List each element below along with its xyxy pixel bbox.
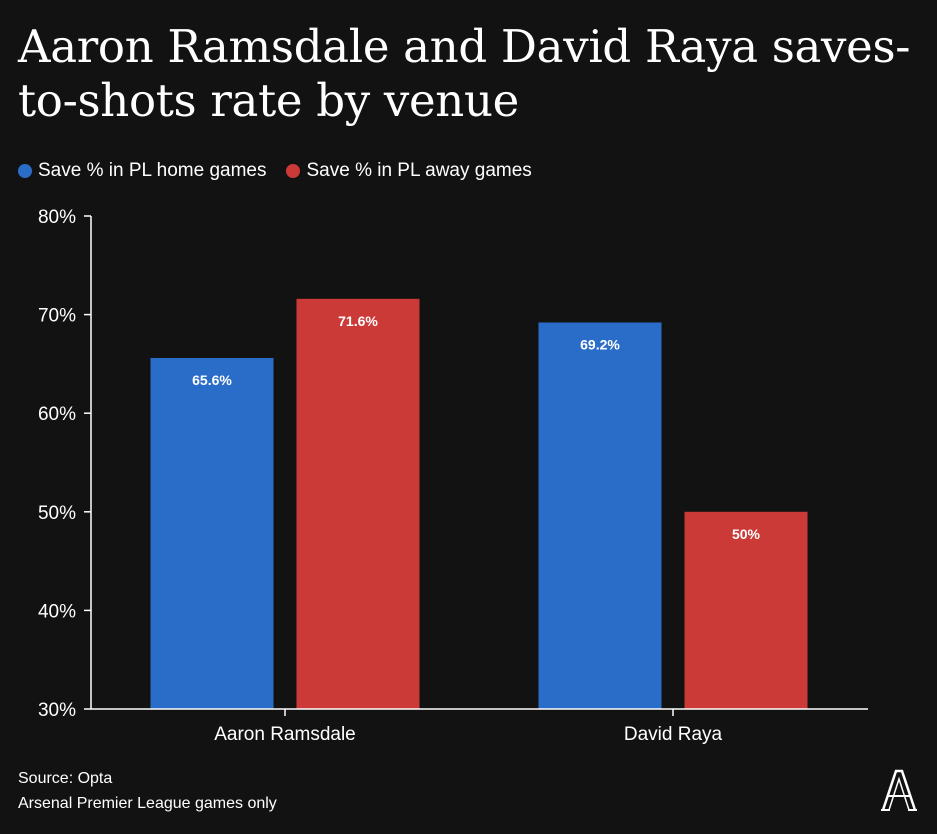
y-tick-label: 80% (38, 207, 76, 228)
legend: Save % in PL home games Save % in PL awa… (18, 158, 552, 184)
x-tick-label: Aaron Ramsdale (214, 724, 356, 745)
footnote: Arsenal Premier League games only (18, 795, 277, 812)
y-tick-label: 50% (38, 503, 76, 524)
bar-value-label: 50% (732, 526, 761, 542)
legend-item-home: Save % in PL home games (18, 160, 266, 182)
x-tick-label: David Raya (624, 724, 723, 745)
y-tick-label: 70% (38, 306, 76, 327)
legend-label-away: Save % in PL away games (306, 160, 532, 181)
bar (684, 511, 808, 709)
legend-swatch-away (286, 164, 301, 178)
chart-title: Aaron Ramsdale and David Raya saves-to-s… (18, 20, 911, 127)
y-tick-label: 40% (38, 601, 76, 622)
legend-label-home: Save % in PL home games (38, 160, 267, 181)
legend-item-away: Save % in PL away games (286, 160, 532, 182)
bar-value-label: 69.2% (580, 336, 620, 352)
bar (538, 322, 662, 709)
bar (150, 357, 274, 709)
source-note: Source: Opta (18, 770, 113, 787)
bar-chart: 30% 40% 50% 60% 70% 80% 65.6% 71.6% Aaron Ramsda… (38, 207, 868, 745)
bar (296, 298, 420, 709)
bar-value-label: 71.6% (338, 313, 378, 329)
bar-value-label: 65.6% (192, 372, 232, 388)
y-tick-label: 60% (38, 404, 76, 425)
the-athletic-logo-icon (881, 769, 917, 811)
y-tick-label: 30% (38, 700, 76, 721)
legend-swatch-home (18, 164, 32, 178)
